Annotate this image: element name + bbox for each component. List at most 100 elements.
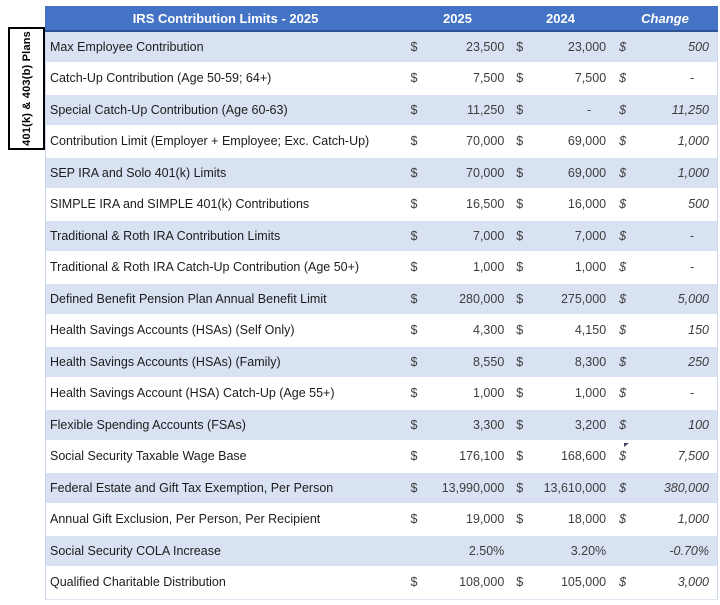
cell-change: $ 1,000 [611,158,717,188]
value-2025: 23,500 [466,39,505,54]
cell-change: $ 3,000 [611,568,717,598]
value-2024: 275,000 [560,291,607,306]
value-2024: 7,000 [574,228,607,243]
value-change: 1,000 [677,165,709,180]
table-row: Annual Gift Exclusion, Per Person, Per R… [46,504,717,536]
row-label: Catch-Up Contribution (Age 50-59; 64+) [50,71,272,86]
row-label: Special Catch-Up Contribution (Age 60-63… [50,102,288,117]
comment-marker [624,443,629,447]
dollar-sign: $ [516,260,524,275]
row-label: Qualified Charitable Distribution [50,575,226,590]
dollar-sign: $ [410,228,418,243]
dollar-sign: $ [619,291,627,306]
value-change: 250 [688,354,709,369]
value-change: -0.70% [669,543,709,558]
value-2024: 1,000 [574,386,607,401]
value-2025: 8,550 [473,354,505,369]
cell-2024: $ 3,200 [508,410,611,440]
dollar-sign: $ [516,71,524,86]
value-2025: 280,000 [459,291,505,306]
value-2024: 8,300 [574,354,607,369]
table-row: Special Catch-Up Contribution (Age 60-63… [46,95,717,127]
cell-2024: $ 23,000 [508,32,611,62]
cell-2025: $ 4,300 [405,316,508,346]
dollar-sign: $ [410,512,418,527]
dollar-sign: $ [619,417,627,432]
cell-2024: $ 16,000 [508,190,611,220]
dollar-sign: $ [410,39,418,54]
dollar-sign: $ [619,71,627,86]
value-2025: 2.50% [468,543,505,558]
value-2024: 3.20% [570,543,607,558]
value-2025: 11,250 [466,102,505,117]
dollar-sign: $ [516,102,524,117]
dollar-sign: $ [516,386,524,401]
value-change: 11,250 [671,102,709,117]
cell-2025: $ 19,000 [405,505,508,535]
side-label-box: 401(k) & 403(b) Plans [8,27,45,150]
dollar-sign: $ [410,102,418,117]
row-label: Health Savings Account (HSA) Catch-Up (A… [50,386,335,401]
row-label: Defined Benefit Pension Plan Annual Bene… [50,291,327,306]
dollar-sign: $ [410,260,418,275]
value-change: 1,000 [677,134,709,149]
value-2025: 3,300 [473,417,505,432]
cell-change: $ 500 [611,32,717,62]
cell-change: $ - [611,221,717,251]
cell-2025: $ 23,500 [405,32,508,62]
value-2024: 69,000 [567,134,607,149]
row-label: SEP IRA and Solo 401(k) Limits [50,165,227,180]
dollar-sign: $ [410,449,418,464]
value-2024: 18,000 [567,512,607,527]
cell-change: $ 7,500 [611,442,717,472]
cell-change: $ 11,250 [611,95,717,125]
value-2025: 16,500 [466,197,505,212]
dollar-sign: $ [516,39,524,54]
cell-2025: $ 280,000 [405,284,508,314]
side-label: 401(k) & 403(b) Plans [20,31,33,146]
irs-limits-table: IRS Contribution Limits - 2025 2025 2024… [45,6,718,600]
table-row: Defined Benefit Pension Plan Annual Bene… [46,284,717,316]
value-change: 150 [688,323,709,338]
table-row: Traditional & Roth IRA Contribution Limi… [46,221,717,253]
cell-change: $ 500 [611,190,717,220]
column-header-change: Change [641,10,689,26]
dollar-sign: $ [410,575,418,590]
value-2024: 16,000 [567,197,607,212]
dollar-sign: $ [516,512,524,527]
row-label: Health Savings Accounts (HSAs) (Self Onl… [50,323,295,338]
dollar-sign: $ [619,228,627,243]
value-2025: 4,300 [473,323,505,338]
value-2025: 19,000 [466,512,505,527]
cell-2024: $ 13,610,000 [508,473,611,503]
table-header-row: IRS Contribution Limits - 2025 2025 2024… [45,6,718,32]
dollar-sign: $ [619,197,627,212]
value-change: 7,500 [677,449,709,464]
row-label: Flexible Spending Accounts (FSAs) [50,417,246,432]
table-row: Social Security Taxable Wage Base $ 176,… [46,441,717,473]
cell-2024: $ 18,000 [508,505,611,535]
value-change: 380,000 [663,480,709,495]
dollar-sign: $ [516,165,524,180]
cell-change: -0.70% [611,536,717,566]
table-row: Federal Estate and Gift Tax Exemption, P… [46,473,717,505]
cell-change: $ - [611,379,717,409]
value-2025: 1,000 [473,260,505,275]
cell-change: $ 380,000 [611,473,717,503]
cell-change: $ 1,000 [611,505,717,535]
cell-2024: $ 275,000 [508,284,611,314]
column-header-2024: 2024 [546,10,575,26]
cell-2025: $ 7,000 [405,221,508,251]
dollar-sign: $ [619,134,627,149]
value-change: 3,000 [677,575,709,590]
value-2024: 105,000 [560,575,607,590]
cell-2025: $ 176,100 [405,442,508,472]
dollar-sign: $ [410,417,418,432]
value-2025: 13,990,000 [441,480,505,495]
cell-2025: $ 1,000 [405,379,508,409]
dollar-sign: $ [410,354,418,369]
cell-2025: $ 3,300 [405,410,508,440]
dollar-sign: $ [516,480,524,495]
row-label: Traditional & Roth IRA Contribution Limi… [50,228,281,243]
table-row: Contribution Limit (Employer + Employee;… [46,126,717,158]
